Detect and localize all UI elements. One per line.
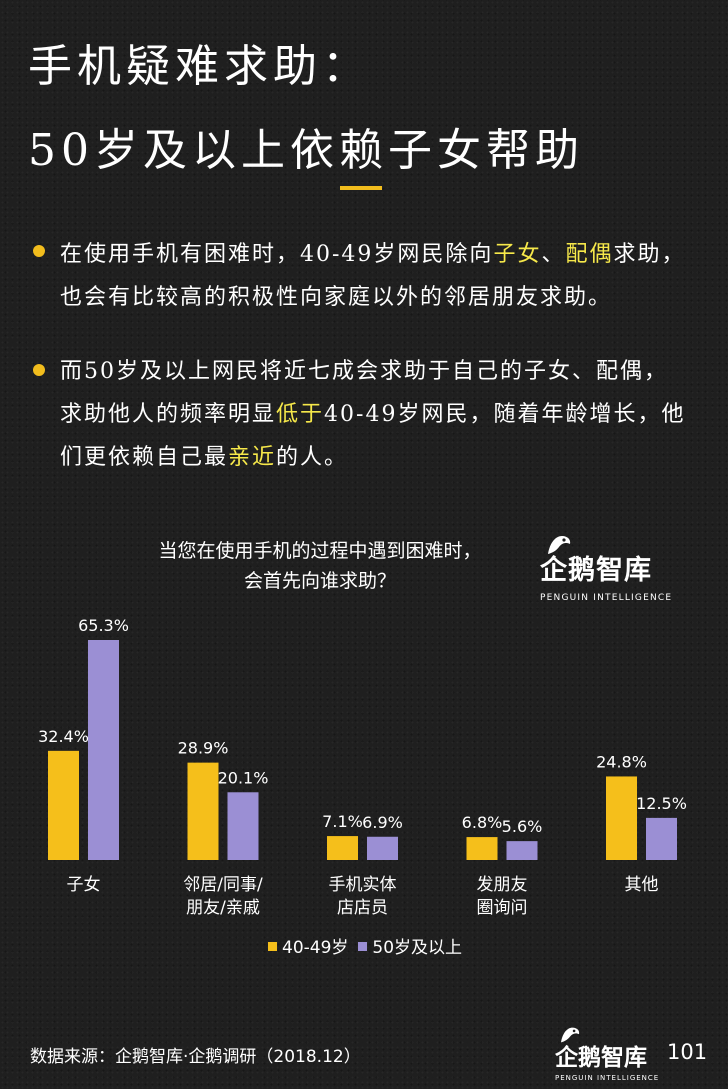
bar-series2 (646, 817, 677, 860)
bullet-dot-2 (33, 364, 45, 376)
bullet-text-2: 而50岁及以上网民将近七成会求助于自己的子女、配偶，求助他人的频率明显低于40-… (60, 350, 690, 479)
brand-name: 企鹅智库 (540, 555, 652, 586)
bar-value-label: 6.8% (462, 813, 503, 832)
bar-series2 (88, 640, 119, 860)
legend-label: 50岁及以上 (372, 938, 463, 958)
bar-series1 (187, 762, 219, 860)
bar-series2 (227, 792, 259, 860)
bar-value-label: 32.4% (38, 727, 89, 746)
bar-value-label: 65.3% (78, 616, 129, 635)
bullet-2-highlight: 亲近 (228, 445, 277, 470)
bar-value-label: 28.9% (178, 739, 229, 758)
legend-swatch (358, 942, 368, 951)
category-label: 发朋友 (477, 875, 528, 895)
chart-legend: 40-49岁 50岁及以上 (268, 933, 472, 958)
legend-swatch (268, 942, 277, 951)
bar-value-label: 24.8% (596, 752, 647, 771)
page-number: 101 (667, 1040, 708, 1064)
penguin-icon (561, 1027, 580, 1043)
bar-series1 (466, 837, 498, 860)
category-label: 邻居/同事/ (183, 875, 263, 895)
bullet-2-highlight: 低于 (276, 402, 325, 427)
category-label: 其他 (625, 875, 659, 895)
bar-value-label: 6.9% (362, 813, 403, 832)
brand-name: 企鹅智库 (555, 1045, 647, 1071)
bullet-1-highlight: 子女 (493, 242, 542, 267)
bullet-1-highlight: 配偶 (565, 242, 614, 267)
brand-logo-bottom: 企鹅智库 PENGUIN INTELLIGENCE (555, 1027, 660, 1082)
legend-item: 40-49岁 (268, 933, 348, 958)
bar-value-label: 7.1% (322, 812, 363, 831)
bullet-1-part: 在使用手机有困难时，40-49岁网民除向 (60, 242, 494, 267)
bullet-dot-1 (33, 245, 45, 257)
bar-series2 (506, 841, 538, 860)
bullet-1-part: 、 (541, 242, 566, 267)
bullet-2-part: 而50岁及以上网民将近七成会求助于自己的子女、配偶，求助他人的频率明显 (60, 359, 668, 427)
category-label: 圈询问 (477, 898, 528, 918)
bullet-2-part: 40-49岁网民，随着年龄增长，他们更依赖自己最 (60, 402, 686, 470)
brand-subtitle: PENGUIN INTELLIGENCE (540, 593, 673, 603)
category-label: 店店员 (337, 898, 388, 918)
bar-chart: 32.4% 65.3% 子女 28.9% 20.1% 邻居/同事/朋友/亲戚 7.1% 6.9… (38, 616, 687, 918)
title-accent-bar (340, 186, 382, 190)
data-source: 数据来源：企鹅智库·企鹅调研（2018.12） (30, 1047, 361, 1067)
penguin-icon (548, 536, 571, 554)
bar-series1 (327, 836, 358, 860)
page-title-line-2: 50岁及以上依赖子女帮助 (28, 125, 584, 176)
brand-subtitle: PENGUIN INTELLIGENCE (555, 1074, 660, 1082)
bullet-1-part: 求助，也会有比较高的积极性向家庭以外的邻居朋友求助。 (60, 242, 686, 310)
bar-value-label: 5.6% (502, 817, 543, 836)
category-label: 子女 (67, 875, 101, 895)
bar-series1 (606, 776, 637, 860)
chart-title: 当您在使用手机的过程中遇到困难时， 会首先向谁求助？ (158, 540, 482, 592)
category-label: 手机实体 (329, 875, 397, 895)
bar-value-label: 12.5% (636, 794, 687, 813)
bullet-2-part: 的人。 (276, 445, 349, 470)
bullet-text-1: 在使用手机有困难时，40-49岁网民除向子女、配偶求助，也会有比较高的积极性向家… (60, 233, 690, 319)
legend-item: 50岁及以上 (358, 933, 462, 958)
category-label: 朋友/亲戚 (186, 898, 260, 918)
bar-series1 (48, 750, 79, 860)
bar-value-label: 20.1% (218, 768, 269, 787)
bar-series2 (367, 836, 398, 860)
page-title-line-1: 手机疑难求助： (28, 41, 371, 92)
legend-label: 40-49岁 (282, 938, 349, 958)
brand-logo-top: 企鹅智库 PENGUIN INTELLIGENCE (540, 536, 673, 603)
